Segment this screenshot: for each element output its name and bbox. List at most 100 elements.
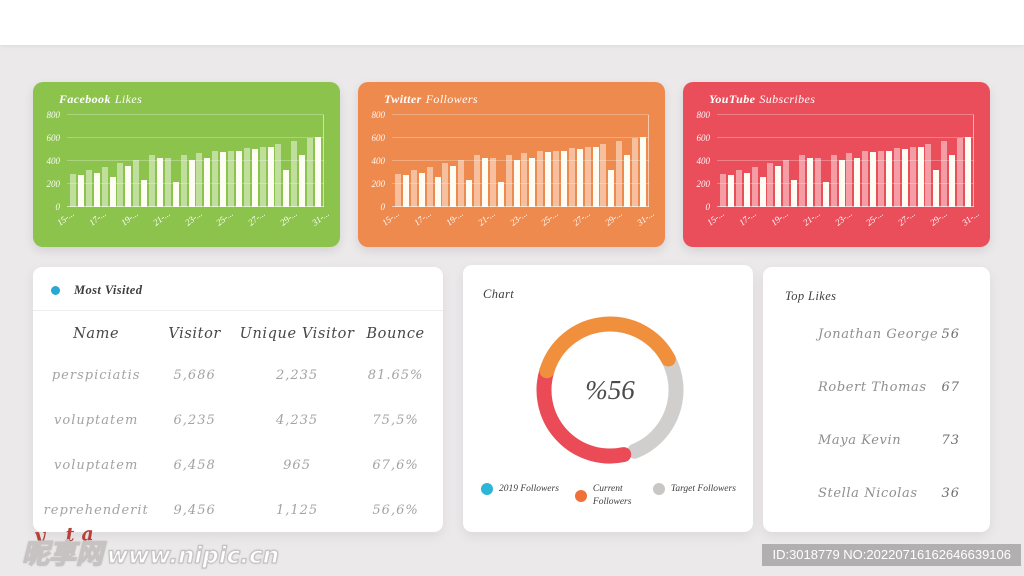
bar-group[interactable]	[798, 115, 813, 207]
bar[interactable]	[560, 151, 567, 207]
bar[interactable]	[164, 157, 171, 207]
bar-group[interactable]	[616, 115, 631, 207]
bar[interactable]	[743, 172, 750, 207]
bar-group[interactable]	[291, 115, 306, 207]
bar[interactable]	[576, 148, 583, 207]
bar[interactable]	[489, 157, 496, 207]
bar-group[interactable]	[101, 115, 116, 207]
bar[interactable]	[806, 157, 813, 207]
bar[interactable]	[141, 179, 148, 207]
bar[interactable]	[720, 173, 726, 207]
bar[interactable]	[893, 148, 900, 207]
bar-group[interactable]	[862, 115, 877, 207]
bar[interactable]	[616, 140, 623, 207]
bar-group[interactable]	[814, 115, 829, 207]
bar[interactable]	[513, 159, 520, 207]
bar[interactable]	[403, 175, 409, 207]
bar-group[interactable]	[306, 115, 321, 207]
table-row[interactable]: voluptatem 6,235 4,235 75,5%	[41, 398, 435, 443]
bar-group[interactable]	[568, 115, 583, 207]
bar-group[interactable]	[537, 115, 552, 207]
list-item[interactable]: Maya Kevin 73	[763, 414, 990, 467]
bar[interactable]	[70, 173, 76, 207]
bar-group[interactable]	[70, 115, 84, 207]
bar[interactable]	[877, 150, 884, 207]
bar[interactable]	[434, 176, 441, 207]
bar[interactable]	[204, 157, 211, 207]
bar[interactable]	[529, 157, 536, 207]
bar[interactable]	[545, 151, 552, 207]
bar[interactable]	[925, 143, 932, 207]
bar[interactable]	[783, 159, 790, 207]
bar[interactable]	[624, 154, 631, 207]
bar-group[interactable]	[117, 115, 132, 207]
bar-group[interactable]	[783, 115, 798, 207]
bar[interactable]	[830, 154, 837, 207]
list-item[interactable]: Stella Nicolas 36	[763, 467, 990, 520]
bar[interactable]	[608, 170, 615, 207]
bar-group[interactable]	[941, 115, 956, 207]
youtube-bar-chart[interactable]: 0 200 400 600 800 15-... 17-... 19-... 21-... 23…	[683, 82, 990, 247]
bar-group[interactable]	[426, 115, 441, 207]
bar-group[interactable]	[442, 115, 457, 207]
list-item[interactable]: Robert Thomas 67	[763, 361, 990, 414]
bar[interactable]	[909, 146, 916, 207]
bar[interactable]	[854, 157, 861, 207]
bar[interactable]	[862, 151, 869, 207]
bar[interactable]	[85, 170, 92, 207]
bar[interactable]	[473, 154, 480, 207]
bar[interactable]	[267, 147, 274, 207]
bar[interactable]	[933, 170, 940, 207]
bar[interactable]	[759, 176, 766, 207]
bar-group[interactable]	[751, 115, 766, 207]
bar[interactable]	[956, 138, 963, 207]
bar-group[interactable]	[846, 115, 861, 207]
bar-group[interactable]	[212, 115, 227, 207]
bar[interactable]	[600, 143, 607, 207]
bar[interactable]	[442, 163, 449, 207]
bar[interactable]	[537, 151, 544, 207]
bar[interactable]	[901, 148, 908, 207]
legend-item[interactable]: Current Followers	[574, 483, 637, 508]
bar[interactable]	[212, 151, 219, 207]
bar-group[interactable]	[148, 115, 163, 207]
bar-group[interactable]	[631, 115, 646, 207]
bar[interactable]	[314, 137, 321, 207]
bar[interactable]	[220, 151, 227, 207]
bar[interactable]	[822, 181, 829, 207]
bar-group[interactable]	[909, 115, 924, 207]
bar-group[interactable]	[458, 115, 473, 207]
bar[interactable]	[243, 148, 250, 207]
bar[interactable]	[172, 181, 179, 207]
bar[interactable]	[885, 151, 892, 207]
bar-group[interactable]	[830, 115, 845, 207]
bar[interactable]	[117, 163, 124, 207]
bar[interactable]	[410, 170, 417, 207]
bar-group[interactable]	[956, 115, 971, 207]
bar-group[interactable]	[259, 115, 274, 207]
bar[interactable]	[584, 146, 591, 207]
bar[interactable]	[188, 159, 195, 207]
donut-chart[interactable]: %56	[530, 310, 690, 470]
bar[interactable]	[798, 154, 805, 207]
bar[interactable]	[227, 150, 234, 207]
bar[interactable]	[775, 165, 782, 207]
bar-group[interactable]	[735, 115, 750, 207]
bar[interactable]	[148, 154, 155, 207]
bar[interactable]	[275, 143, 282, 207]
bar[interactable]	[568, 148, 575, 207]
bar[interactable]	[505, 154, 512, 207]
facebook-bar-chart[interactable]: 0 200 400 600 800 15-... 17-... 19-... 21-... 23…	[33, 82, 340, 247]
bar-group[interactable]	[395, 115, 409, 207]
bar-group[interactable]	[196, 115, 211, 207]
bar[interactable]	[251, 148, 258, 207]
bar[interactable]	[481, 157, 488, 207]
table-row[interactable]: voluptatem 6,458 965 67,6%	[41, 443, 435, 488]
bar[interactable]	[291, 140, 298, 207]
bar[interactable]	[450, 165, 457, 207]
bar[interactable]	[196, 152, 203, 207]
bar-group[interactable]	[275, 115, 290, 207]
bar-group[interactable]	[85, 115, 100, 207]
bar[interactable]	[101, 166, 108, 207]
bar[interactable]	[552, 150, 559, 207]
